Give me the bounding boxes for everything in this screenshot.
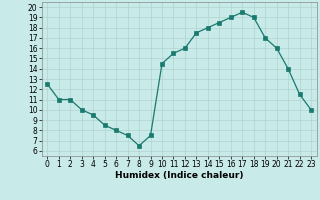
X-axis label: Humidex (Indice chaleur): Humidex (Indice chaleur) xyxy=(115,171,244,180)
